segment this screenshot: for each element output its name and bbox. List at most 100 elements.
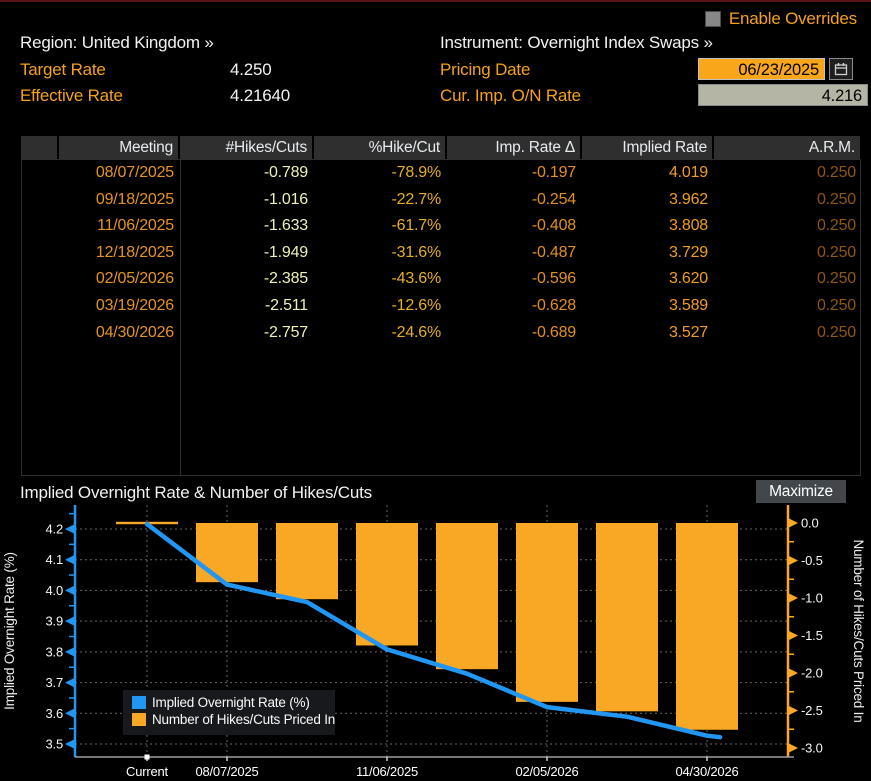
right-axis-tick <box>788 593 798 603</box>
table-header-cell-4: Implied Rate <box>582 136 712 159</box>
left-axis-tick <box>65 585 75 596</box>
bar-hikes-cuts <box>276 523 338 600</box>
table-cell-r6-c3: -0.689 <box>531 323 576 341</box>
table-cell-r3-c2: -31.6% <box>391 243 442 261</box>
table-cell-r6-c4: 3.527 <box>668 323 708 341</box>
bar-hikes-cuts <box>596 523 658 712</box>
table-cell-r1-c0: 09/18/2025 <box>95 190 174 208</box>
right-axis-tick-label: -2.0 <box>801 666 823 681</box>
right-axis-tick-label: 0.0 <box>801 516 818 531</box>
cur-imp-on-rate-field[interactable]: 4.216 <box>698 84 868 106</box>
legend-label-line: Implied Overnight Rate (%) <box>152 695 310 710</box>
table-cell-r2-c2: -61.7% <box>391 217 442 235</box>
right-axis-tick <box>788 743 798 753</box>
table-header-row: Meeting #Hikes/Cuts %Hike/Cut Imp. Rate Δ Im… <box>21 136 860 159</box>
right-axis-tick <box>788 518 798 528</box>
region-line: Region: United Kingdom » <box>20 33 214 53</box>
table-cell-r6-c0: 04/30/2026 <box>95 323 174 341</box>
chart-legend <box>123 690 335 735</box>
x-axis-label: 11/06/2025 <box>356 764 418 779</box>
pricing-date-input[interactable]: 06/23/2025 <box>698 58 825 80</box>
target-rate-label: Target Rate <box>20 60 106 79</box>
bar-hikes-cuts <box>676 523 738 730</box>
table-cell-r2-c5: 0.250 <box>816 217 856 235</box>
right-axis-title: Number of Hikes/Cuts Priced In <box>851 539 866 722</box>
table-row[interactable]: 12/18/2025 -1.949 -31.6% -0.487 3.729 0.250 <box>22 240 860 267</box>
left-axis-tick <box>65 738 75 749</box>
bar-hikes-cuts <box>436 523 498 670</box>
instrument-label: Instrument: <box>440 33 523 52</box>
table-cell-r2-c3: -0.408 <box>531 217 576 235</box>
current-marker <box>144 754 150 760</box>
enable-overrides-checkbox[interactable] <box>704 11 721 27</box>
table-header-cell-2: %Hike/Cut <box>314 136 445 159</box>
x-axis-label: 08/07/2025 <box>195 764 258 779</box>
table-row[interactable]: 09/18/2025 -1.016 -22.7% -0.254 3.962 0.250 <box>22 187 860 214</box>
table-cell-r1-c4: 3.962 <box>668 190 708 208</box>
left-axis-tick-label: 3.8 <box>46 644 63 659</box>
table-cell-r4-c0: 02/05/2026 <box>95 270 174 288</box>
table-cell-r2-c1: -1.633 <box>263 217 308 235</box>
region-value[interactable]: United Kingdom » <box>81 33 214 52</box>
instrument-value[interactable]: Overnight Index Swaps » <box>527 33 713 52</box>
bar-hikes-cuts <box>356 523 418 646</box>
right-axis-tick-label: -2.5 <box>801 703 823 718</box>
maximize-button[interactable]: Maximize <box>756 480 846 503</box>
left-axis-tick <box>65 524 75 534</box>
table-cell-r4-c2: -43.6% <box>391 270 442 288</box>
table-cell-r1-c5: 0.250 <box>816 190 856 208</box>
chart-title: Implied Overnight Rate & Number of Hikes… <box>20 483 372 502</box>
table-row[interactable]: 08/07/2025 -0.789 -78.9% -0.197 4.019 0.250 <box>22 160 860 187</box>
x-axis-label: 02/05/2026 <box>515 764 578 779</box>
table-cell-r4-c5: 0.250 <box>816 270 856 288</box>
table-cell-r2-c0: 11/06/2025 <box>97 217 174 235</box>
bar-hikes-cuts <box>516 523 578 702</box>
table-cell-r0-c5: 0.250 <box>816 164 856 181</box>
top-accent-line <box>0 0 871 2</box>
table-cell-r3-c1: -1.949 <box>263 243 308 261</box>
table-row[interactable]: 04/30/2026 -2.757 -24.6% -0.689 3.527 0.250 <box>22 320 860 347</box>
table-cell-r4-c4: 3.620 <box>668 270 708 288</box>
table-header-cell-3: Imp. Rate Δ <box>447 136 580 159</box>
table-row[interactable]: 03/19/2026 -2.511 -12.6% -0.628 3.589 0.250 <box>22 293 860 320</box>
table-cell-r5-c1: -2.511 <box>265 296 308 314</box>
left-axis-tick-label: 3.6 <box>46 706 63 721</box>
table-cell-r6-c2: -24.6% <box>391 323 442 341</box>
table-body: 08/07/2025 -0.789 -78.9% -0.197 4.019 0.250 09… <box>21 159 861 476</box>
cur-imp-on-rate-label: Cur. Imp. O/N Rate <box>440 86 581 105</box>
table-row[interactable]: 11/06/2025 -1.633 -61.7% -0.408 3.808 0.250 <box>22 213 860 240</box>
x-axis-label: 04/30/2026 <box>675 764 738 779</box>
effective-rate-label: Effective Rate <box>20 86 123 105</box>
enable-overrides-label: Enable Overrides <box>728 9 857 28</box>
table-cell-r4-c3: -0.596 <box>531 270 576 288</box>
table-cell-r5-c2: -12.6% <box>391 296 442 314</box>
left-axis-tick-label: 4.0 <box>46 583 63 598</box>
pricing-date-label: Pricing Date <box>440 60 531 79</box>
table-cell-r3-c5: 0.250 <box>816 243 856 261</box>
instrument-line: Instrument: Overnight Index Swaps » <box>440 33 713 53</box>
table-cell-r0-c3: -0.197 <box>531 164 576 181</box>
left-axis-tick-label: 3.7 <box>46 675 63 690</box>
table-cell-r3-c4: 3.729 <box>668 243 708 261</box>
right-axis-tick-label: -1.0 <box>801 591 823 606</box>
region-label: Region: <box>20 33 78 52</box>
enable-overrides-row: Enable Overrides <box>704 9 857 29</box>
right-axis-tick-label: -0.5 <box>801 553 823 568</box>
table-header-cell-blank <box>21 136 57 159</box>
table-header-cell-0: Meeting <box>59 136 178 159</box>
left-axis-tick-label: 4.2 <box>46 522 63 537</box>
table-cell-r3-c3: -0.487 <box>531 243 576 261</box>
legend-label-bar: Number of Hikes/Cuts Priced In <box>152 712 335 727</box>
table-row[interactable]: 02/05/2026 -2.385 -43.6% -0.596 3.620 0.250 <box>22 266 860 293</box>
right-axis-tick-label: -3.0 <box>801 741 823 756</box>
table-cell-r1-c3: -0.254 <box>531 190 576 208</box>
table-header-cell-1: #Hikes/Cuts <box>180 136 312 159</box>
row-blank-cell <box>22 320 58 347</box>
table-cell-r4-c1: -2.385 <box>263 270 308 288</box>
table-cell-r5-c5: 0.250 <box>816 296 856 314</box>
table-cell-r5-c3: -0.628 <box>531 296 576 314</box>
target-rate-value: 4.250 <box>230 60 272 79</box>
row-blank-cell <box>22 240 58 267</box>
table-cell-r0-c0: 08/07/2025 <box>95 164 174 181</box>
calendar-button[interactable] <box>829 58 853 80</box>
